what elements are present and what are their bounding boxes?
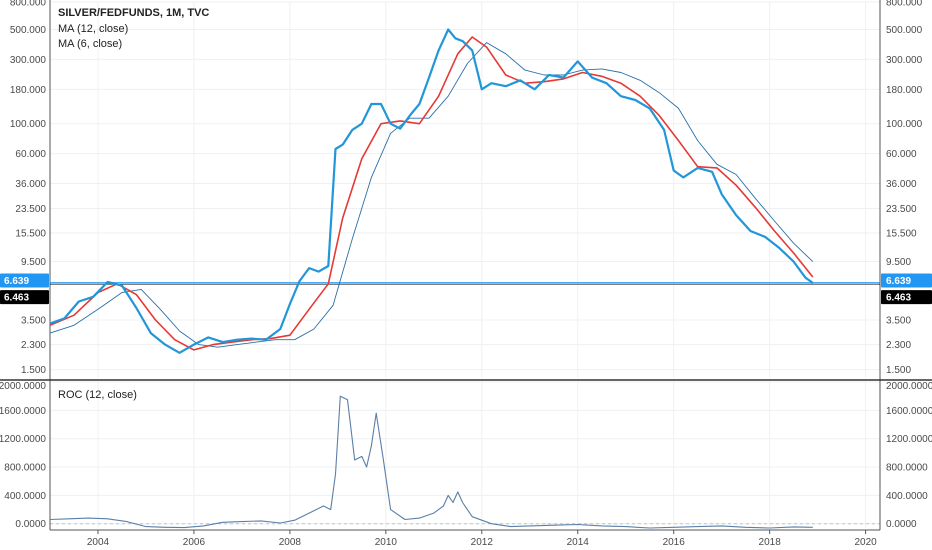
- roc-y-tick-right: 1200.0000: [886, 434, 932, 445]
- roc-y-tick-left: 1200.0000: [0, 434, 46, 445]
- roc-y-tick-labels: 2000.0000 2000.0000 1600.0000 1600.0000 1200…: [0, 381, 932, 530]
- roc-y-tick-right: 400.0000: [886, 491, 928, 502]
- main-y-tick-left: 180.000: [10, 85, 47, 96]
- main-y-tick-right: 15.500: [886, 228, 917, 239]
- x-tick-2006: 2006: [183, 537, 206, 548]
- main-y-tick-left: 800.000: [10, 0, 47, 9]
- roc-title: ROC (12, close): [58, 389, 137, 401]
- main-y-tick-left: 15.500: [15, 228, 46, 239]
- roc-y-tick-left: 1600.0000: [0, 406, 46, 417]
- roc-y-tick-left: 2000.0000: [0, 381, 46, 392]
- main-grid: [50, 1, 880, 378]
- legend-ma6: MA (6, close): [58, 38, 122, 50]
- roc-y-tick-right: 1600.0000: [886, 406, 932, 417]
- main-y-tick-right: 300.000: [886, 55, 923, 66]
- roc-line-0: [49, 395, 813, 529]
- main-y-tick-left: 60.000: [15, 149, 46, 160]
- roc-y-tick-right: 2000.0000: [886, 381, 932, 392]
- main-y-tick-left: 500.000: [10, 25, 47, 36]
- x-tick-labels: 2004 2006 2008 2010 2012 2014 2016 2018 2020: [87, 530, 877, 548]
- main-y-tick-right: 800.000: [886, 0, 923, 9]
- roc-grid: [50, 381, 880, 528]
- main-y-tick-left: 9.500: [21, 257, 46, 268]
- x-tick-2014: 2014: [567, 537, 590, 548]
- price-badge-label: 6.639: [886, 276, 911, 287]
- main-y-tick-right: 23.500: [886, 204, 917, 215]
- main-y-tick-right: 500.000: [886, 25, 923, 36]
- main-y-tick-right: 60.000: [886, 149, 917, 160]
- main-y-tick-left: 23.500: [15, 204, 46, 215]
- main-y-tick-right: 1.500: [886, 365, 911, 376]
- x-tick-2010: 2010: [375, 537, 398, 548]
- price-badge-0-left: [0, 273, 49, 288]
- series-line-0: [49, 28, 814, 354]
- x-tick-2008: 2008: [279, 537, 302, 548]
- series-line-1: [49, 36, 814, 351]
- main-y-tick-right: 36.000: [886, 179, 917, 190]
- series-line-2: [49, 42, 814, 348]
- main-y-tick-left: 1.500: [21, 365, 46, 376]
- x-tick-2020: 2020: [854, 537, 877, 548]
- price-badge-1-right: [881, 290, 932, 305]
- roc-y-tick-left: 400.0000: [4, 491, 46, 502]
- roc-y-tick-left: 800.0000: [4, 463, 46, 474]
- main-y-tick-right: 2.300: [886, 340, 911, 351]
- main-y-tick-right: 9.500: [886, 257, 911, 268]
- price-badge-1-left: [0, 290, 49, 305]
- main-y-tick-left: 3.500: [21, 316, 46, 327]
- main-y-tick-left: 100.000: [10, 119, 47, 130]
- main-y-tick-left: 300.000: [10, 55, 47, 66]
- roc-y-tick-left: 0.0000: [15, 519, 46, 530]
- x-tick-2018: 2018: [759, 537, 782, 548]
- main-y-tick-right: 180.000: [886, 85, 923, 96]
- roc-y-tick-right: 800.0000: [886, 463, 928, 474]
- price-badge-label: 6.639: [4, 276, 29, 287]
- price-badge-0-right: [881, 273, 932, 288]
- x-tick-2004: 2004: [87, 537, 110, 548]
- price-badge-label: 6.463: [4, 293, 29, 304]
- main-y-tick-left: 2.300: [21, 340, 46, 351]
- chart-title: SILVER/FEDFUNDS, 1M, TVC: [58, 7, 209, 19]
- legend-ma12: MA (12, close): [58, 23, 128, 35]
- x-tick-2016: 2016: [663, 537, 686, 548]
- roc-series-group: [49, 395, 813, 529]
- main-y-tick-right: 3.500: [886, 316, 911, 327]
- x-tick-2012: 2012: [471, 537, 494, 548]
- price-badge-label: 6.463: [886, 293, 911, 304]
- main-y-tick-left: 36.000: [15, 179, 46, 190]
- price-badges: 6.639 6.639 6.463 6.463: [0, 273, 932, 305]
- roc-y-tick-right: 0.0000: [886, 519, 917, 530]
- main-series-group: [49, 28, 880, 354]
- main-y-tick-labels: 800.000 800.000 500.000 500.000 300.000 300.0…: [10, 0, 923, 376]
- main-y-tick-right: 100.000: [886, 119, 923, 130]
